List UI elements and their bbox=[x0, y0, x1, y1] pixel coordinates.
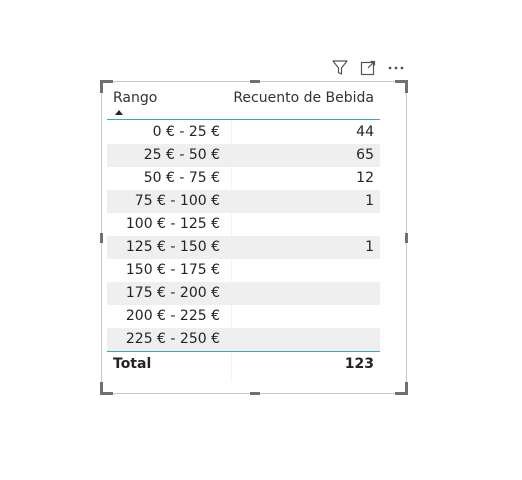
column-header-recuento[interactable]: Recuento de Bebida bbox=[233, 90, 374, 106]
resize-handle-right[interactable] bbox=[405, 233, 408, 243]
cell-range: 200 € - 225 € bbox=[125, 308, 220, 324]
sort-ascending-icon bbox=[115, 110, 123, 115]
cell-range: 25 € - 50 € bbox=[143, 147, 220, 163]
cell-range: 150 € - 175 € bbox=[125, 262, 220, 278]
table-row[interactable]: 25 € - 50 € 65 bbox=[107, 144, 380, 167]
cell-count: 44 bbox=[356, 124, 374, 140]
table-row[interactable]: 200 € - 225 € bbox=[107, 305, 380, 328]
table-header: Rango Recuento de Bebida bbox=[107, 88, 380, 120]
cell-range: 175 € - 200 € bbox=[125, 285, 220, 301]
more-options-icon bbox=[388, 66, 404, 70]
column-header-rango[interactable]: Rango bbox=[113, 90, 158, 106]
cell-count: 1 bbox=[365, 193, 374, 209]
cell-range: 100 € - 125 € bbox=[125, 216, 220, 232]
visual-header-toolbar bbox=[328, 58, 410, 78]
table-total-row: Total 123 bbox=[107, 351, 380, 376]
cell-count: 65 bbox=[356, 147, 374, 163]
filter-button[interactable] bbox=[330, 58, 350, 78]
total-value: 123 bbox=[344, 356, 374, 372]
focus-mode-icon bbox=[360, 60, 376, 76]
table-row[interactable]: 75 € - 100 € 1 bbox=[107, 190, 380, 213]
resize-handle-bottom-right[interactable] bbox=[395, 382, 408, 395]
cell-count: 1 bbox=[365, 239, 374, 255]
cell-count: 12 bbox=[356, 170, 374, 186]
table-visual[interactable]: Rango Recuento de Bebida 0 € - 25 € 44 2… bbox=[100, 80, 408, 395]
total-label: Total bbox=[113, 356, 152, 372]
resize-handle-top[interactable] bbox=[250, 80, 260, 83]
table-row[interactable]: 0 € - 25 € 44 bbox=[107, 121, 380, 144]
resize-handle-bottom[interactable] bbox=[250, 392, 260, 395]
focus-mode-button[interactable] bbox=[358, 58, 378, 78]
table-row[interactable]: 125 € - 150 € 1 bbox=[107, 236, 380, 259]
cell-range: 75 € - 100 € bbox=[134, 193, 220, 209]
table-row[interactable]: 50 € - 75 € 12 bbox=[107, 167, 380, 190]
cell-range: 125 € - 150 € bbox=[125, 239, 220, 255]
resize-handle-top-left[interactable] bbox=[100, 80, 113, 93]
data-table: Rango Recuento de Bebida 0 € - 25 € 44 2… bbox=[107, 88, 380, 382]
resize-handle-left[interactable] bbox=[100, 233, 103, 243]
more-options-button[interactable] bbox=[386, 58, 406, 78]
table-row[interactable]: 175 € - 200 € bbox=[107, 282, 380, 305]
table-body: 0 € - 25 € 44 25 € - 50 € 65 50 € - 75 €… bbox=[107, 121, 380, 351]
table-row[interactable]: 225 € - 250 € bbox=[107, 328, 380, 351]
resize-handle-top-right[interactable] bbox=[395, 80, 408, 93]
resize-handle-bottom-left[interactable] bbox=[100, 382, 113, 395]
cell-range: 0 € - 25 € bbox=[152, 124, 220, 140]
cell-range: 50 € - 75 € bbox=[143, 170, 220, 186]
table-row[interactable]: 150 € - 175 € bbox=[107, 259, 380, 282]
table-row[interactable]: 100 € - 125 € bbox=[107, 213, 380, 236]
filter-icon bbox=[332, 60, 348, 75]
cell-range: 225 € - 250 € bbox=[125, 331, 220, 347]
